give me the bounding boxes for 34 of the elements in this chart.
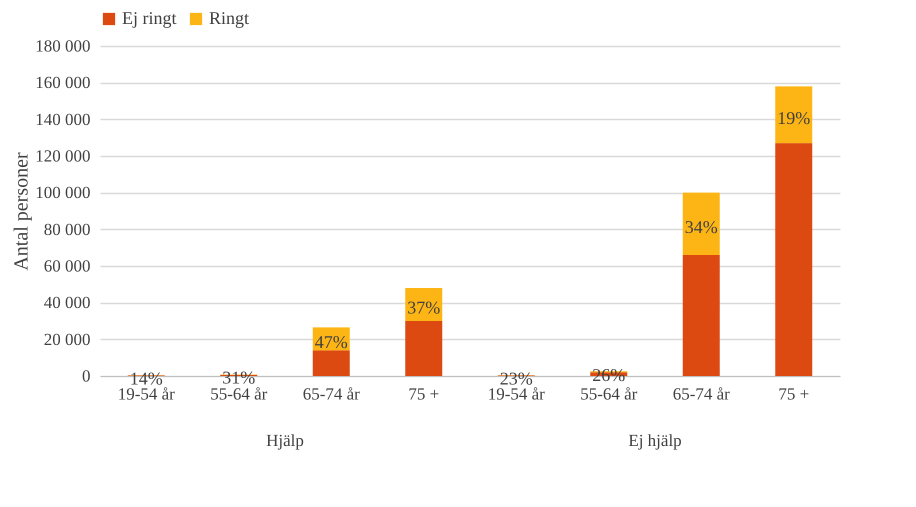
text: Hjälp	[266, 431, 304, 450]
y-tick-label: 160 000	[35, 73, 90, 92]
text: Ej hjälp	[628, 431, 682, 450]
y-tick-label: 180 000	[35, 36, 90, 56]
y-tick-label: 40 000	[44, 293, 90, 312]
x-tick-label: 65-74 år	[302, 384, 360, 404]
y-tick-label: 0	[82, 366, 90, 386]
annotation: 34%	[684, 216, 718, 237]
annotation: 37%	[407, 298, 440, 318]
y-axis-title: Antal personer	[10, 152, 32, 271]
legend-label: Ej ringt	[122, 8, 176, 28]
bar	[775, 86, 812, 144]
bar	[405, 321, 442, 376]
x-tick-label: 19-54 år	[488, 384, 546, 404]
bar	[775, 143, 812, 376]
y-tick-label: 20 000	[44, 330, 90, 349]
x-tick-label: 75 +	[778, 384, 810, 404]
x-tick-label: 55-64 år	[580, 384, 638, 404]
x-tick-label: 19-54 år	[118, 384, 176, 404]
y-tick-label: 100 000	[35, 183, 90, 202]
y-tick-label: 120 000	[35, 146, 90, 166]
annotation: 19%	[777, 108, 810, 128]
y-tick-label: 80 000	[44, 220, 90, 239]
bar	[682, 192, 720, 255]
y-tick-label: 140 000	[35, 110, 90, 129]
bar	[682, 255, 720, 376]
y-tick-label: 60 000	[44, 256, 90, 276]
annotation: 47%	[314, 332, 348, 352]
x-tick-label: 55-64 år	[210, 384, 268, 404]
x-tick-label: 65-74 år	[672, 384, 730, 404]
bar	[312, 350, 350, 376]
annotation: 26%	[592, 364, 626, 385]
x-tick-label: 75 +	[408, 384, 440, 404]
legend-label: Ringt	[209, 8, 250, 28]
